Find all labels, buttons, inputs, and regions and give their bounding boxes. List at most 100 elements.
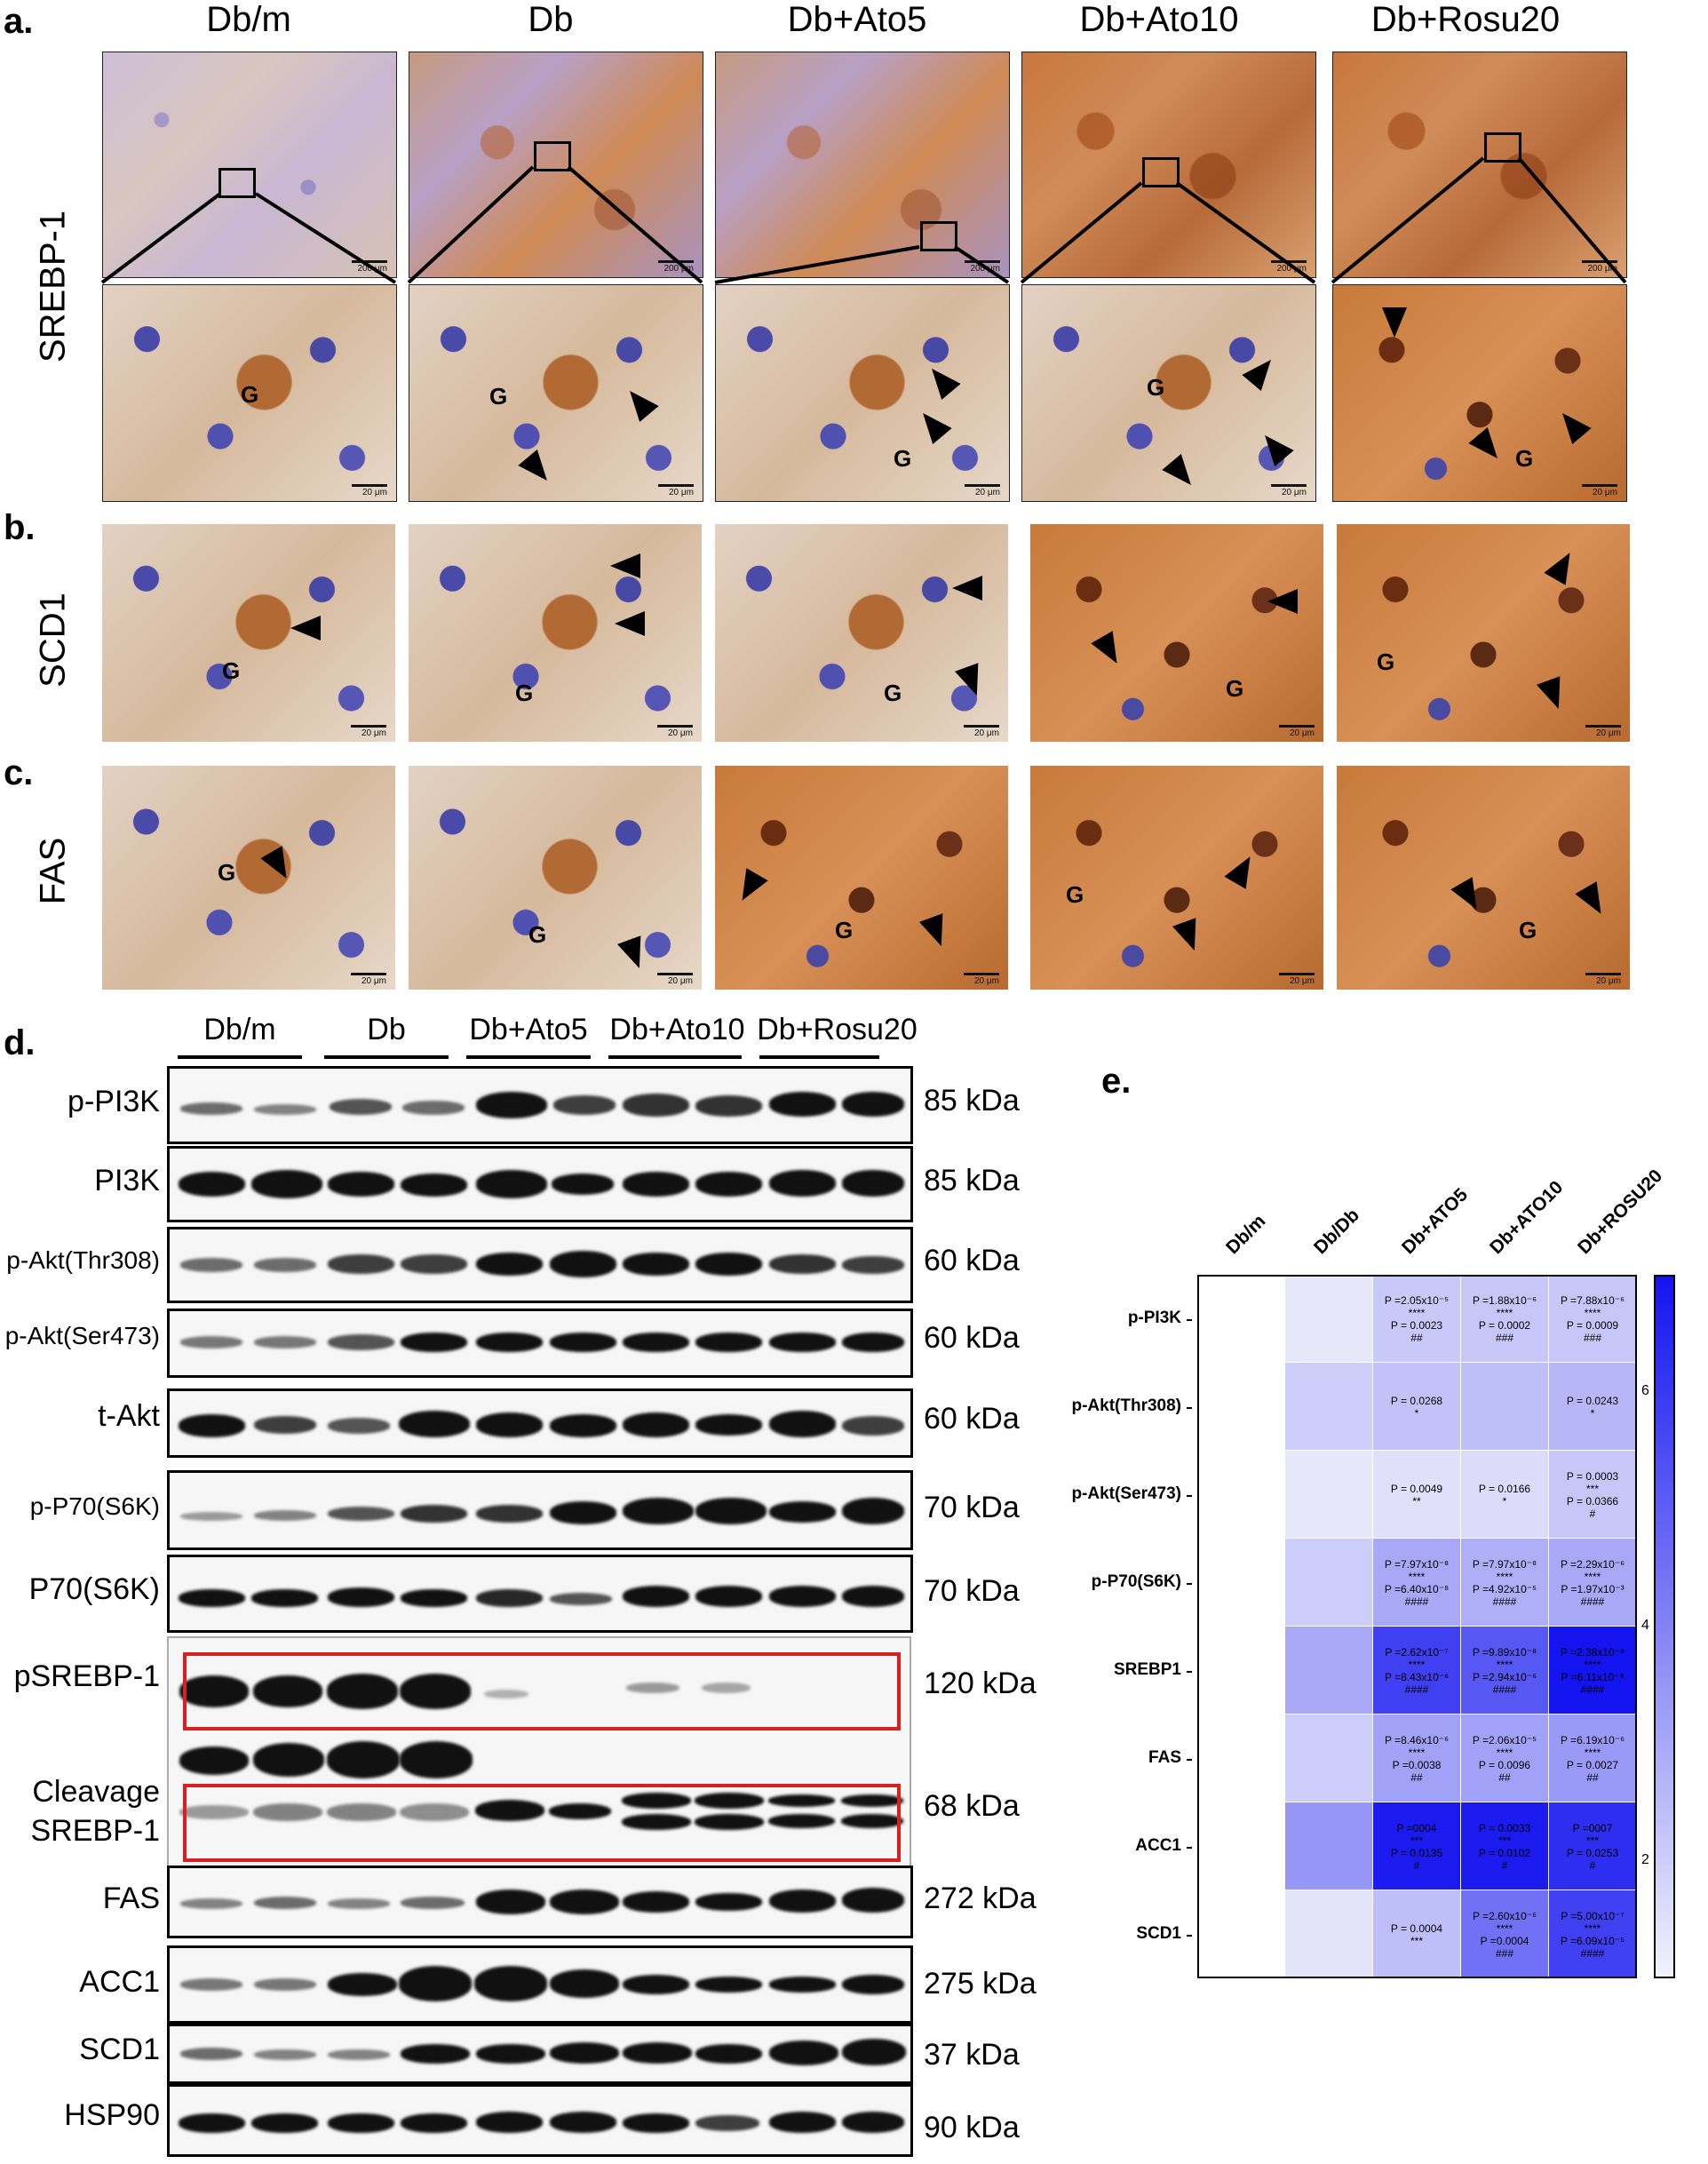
heatmap-cell	[1285, 1627, 1372, 1714]
scale-bar	[351, 973, 386, 975]
histology-image-fas: G 20 μm	[1337, 766, 1630, 990]
blot-band	[623, 1094, 689, 1117]
blot-band	[254, 1510, 316, 1521]
blot-band	[623, 1172, 689, 1197]
heatmap-cell	[1373, 1451, 1460, 1538]
blot-band	[328, 1254, 394, 1274]
blot-row-label: HSP90	[64, 2098, 160, 2132]
histology-image-zoom: G 20 μm	[715, 284, 1010, 502]
blot-band	[550, 1414, 616, 1437]
scale-bar	[1585, 725, 1621, 728]
blot-band	[769, 1411, 836, 1437]
blot-band	[842, 1416, 904, 1436]
heatmap-row-tick	[1187, 1934, 1192, 1937]
scale-bar	[1271, 484, 1307, 487]
heatmap-annotation: P =6.19x10⁻⁶ **** P = 0.0027 ##	[1560, 1733, 1625, 1784]
zoom-box	[920, 221, 957, 251]
blot-band	[400, 1674, 471, 1709]
heatmap-cell	[1373, 1802, 1460, 1890]
heatmap-cell	[1549, 1451, 1636, 1538]
heatmap-annotation: P =9.89x10⁻⁸ **** P =2.94x10⁻⁶ ####	[1472, 1645, 1537, 1696]
blot-band	[180, 1978, 242, 1991]
heatmap-cell	[1461, 1275, 1548, 1362]
histology-row-label: FAS	[33, 837, 73, 905]
blot-band	[401, 1254, 467, 1274]
arrowhead-icon	[620, 382, 659, 423]
blot-strip-p70s6k	[167, 1555, 913, 1633]
blot-band	[399, 1966, 472, 2001]
heatmap-annotation: P = 0.0003 *** P = 0.0366 #	[1566, 1469, 1619, 1520]
heatmap-annotation: P = 0.0033 *** P = 0.0102 #	[1478, 1821, 1531, 1872]
heatmap-annotation: P =1.88x10⁻⁶ **** P = 0.0002 ###	[1472, 1293, 1537, 1344]
blot-band	[179, 1414, 245, 1437]
heatmap-annotation: P =7.97x10⁻⁸ **** P =6.40x10⁻⁸ ####	[1384, 1557, 1450, 1608]
blot-strip-p-akt-thr308	[167, 1227, 913, 1303]
blot-kda-label: 70 kDa	[924, 1491, 1020, 1524]
colorbar-tick-label: 2	[1641, 1852, 1649, 1867]
histology-image-fas: G 20 μm	[102, 766, 395, 990]
histology-image-zoom: G 20 μm	[1332, 284, 1627, 502]
histology-col-header: Db+Rosu20	[1370, 0, 1561, 39]
blot-band	[401, 1333, 467, 1352]
histology-image-lowmag: 200 μm	[102, 52, 397, 278]
heatmap-annotation: P =7.97x10⁻⁸ **** P =4.92x10⁻⁵ ####	[1472, 1557, 1537, 1608]
scale-bar	[1582, 260, 1617, 263]
arrowhead-icon	[919, 913, 953, 951]
heatmap-cell	[1373, 1363, 1460, 1450]
scale-bar	[964, 725, 999, 728]
blot-band	[623, 2042, 692, 2064]
blot-band	[328, 1172, 394, 1197]
heatmap-cell	[1285, 1539, 1372, 1626]
blot-band	[476, 1412, 543, 1437]
blot-band	[842, 1498, 904, 1524]
colorbar	[1654, 1275, 1675, 1978]
heatmap-cell	[1461, 1714, 1548, 1802]
blot-band	[552, 1173, 614, 1195]
arrowhead-icon	[1255, 426, 1294, 467]
histology-image-lowmag: 200 μm	[1332, 52, 1627, 278]
heatmap-cell	[1461, 1802, 1548, 1890]
blot-band	[842, 1333, 904, 1352]
blot-band	[623, 1891, 689, 1913]
blot-band	[769, 1586, 836, 1607]
heatmap-annotation: P =2.60x10⁻⁶ **** P =0.0004 ###	[1472, 1909, 1537, 1960]
glomerulus-marker: G	[241, 381, 259, 408]
blot-band	[179, 1675, 249, 1707]
blot-band	[180, 1336, 242, 1349]
glomerulus-marker: G	[515, 680, 534, 706]
heatmap-frame	[1197, 1275, 1637, 1978]
blot-band	[769, 1977, 836, 1993]
scale-bar	[1279, 973, 1315, 975]
scale-bar	[965, 484, 1000, 487]
arrowhead-icon	[1450, 877, 1488, 916]
blot-group-label: Db/m	[203, 1013, 276, 1046]
heatmap-annotation: P =8.46x10⁻⁶ **** P =0.0038 ##	[1384, 1733, 1450, 1784]
blot-band	[400, 1803, 469, 1821]
blot-band	[695, 1414, 762, 1436]
panel-letter-c: c.	[4, 753, 34, 792]
arrowhead-icon	[1468, 426, 1507, 467]
blot-kda-label: 68 kDa	[924, 1789, 1020, 1823]
heatmap-col-label: Db/Db	[1310, 1205, 1364, 1259]
blot-strip-scd1	[167, 2024, 913, 2084]
scale-text: 20 μm	[974, 728, 999, 738]
blot-band	[254, 1978, 316, 1991]
arrowhead-icon	[1172, 918, 1206, 955]
heatmap-annotation: P =0007 *** P = 0.0253 #	[1566, 1821, 1619, 1872]
blot-band	[328, 1587, 394, 1607]
blot-strip-acc1	[167, 1945, 913, 2024]
heatmap-cell	[1549, 1539, 1636, 1626]
heatmap-cell	[1197, 1627, 1284, 1714]
blot-band	[623, 1412, 689, 1437]
blot-band	[550, 1969, 619, 1998]
histology-image-scd1: G 20 μm	[409, 524, 702, 742]
blot-band	[623, 1586, 689, 1607]
blot-band	[401, 1505, 467, 1523]
blot-group-line	[178, 1055, 302, 1059]
blot-band	[328, 2113, 394, 2133]
heatmap-cell	[1285, 1363, 1372, 1450]
blot-band	[842, 1170, 904, 1197]
heatmap-annotation: P =7.88x10⁻⁶ **** P = 0.0009 ###	[1560, 1293, 1625, 1344]
blot-band	[476, 1589, 543, 1607]
blot-group-line	[324, 1055, 449, 1059]
